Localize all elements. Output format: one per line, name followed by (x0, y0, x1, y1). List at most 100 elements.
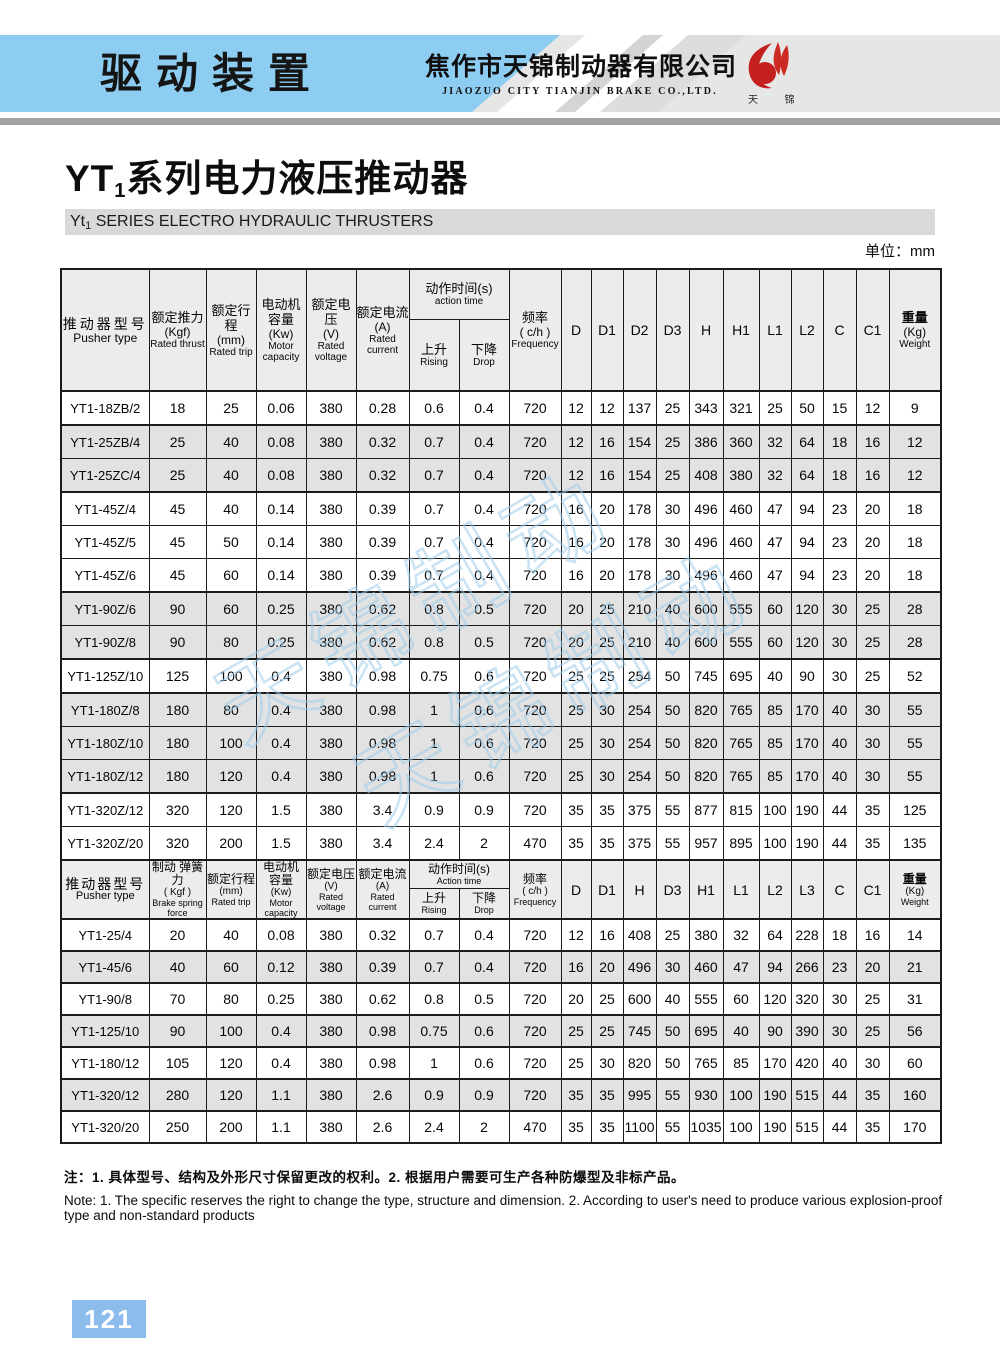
value-cell: 0.5 (458, 982, 510, 1016)
value-cell: 30 (855, 759, 890, 794)
value-cell: 18 (822, 458, 857, 493)
value-cell: 90 (148, 625, 207, 660)
value-cell: 0.14 (255, 491, 307, 526)
value-cell: 745 (688, 658, 724, 694)
col-header-D1: D1 (590, 268, 624, 392)
value-cell: 170 (790, 759, 824, 794)
col-header-H1: H1 (722, 268, 760, 392)
model-cell: YT1-90Z/8 (60, 625, 150, 660)
value-cell: 695 (722, 658, 760, 694)
value-cell: 0.6 (408, 390, 460, 426)
value-cell: 60 (205, 591, 257, 626)
value-cell: 154 (622, 424, 657, 459)
table2-header: 推动器型号 Pusher type 制动 弹簧力 ( Kgf ) Brake s… (60, 858, 942, 920)
company-logo: 天 锦 (738, 41, 804, 109)
value-cell: 3.4 (355, 792, 410, 827)
col-header-frequency: 频率 ( c/h ) Frequency (508, 859, 562, 920)
value-cell: 55 (655, 826, 690, 861)
value-cell: 30 (655, 950, 690, 984)
value-cell: 180 (148, 726, 207, 760)
logo-caption: 天 锦 (748, 95, 807, 106)
value-cell: 0.98 (355, 692, 410, 727)
model-cell: YT1-125Z/10 (60, 658, 150, 694)
value-cell: 31 (888, 982, 942, 1016)
value-cell: 30 (822, 591, 857, 626)
table-row: YT1-45Z/6 45 60 0.14 380 0.39 0.7 0.4 720 16 20 178… (60, 558, 942, 593)
value-cell: 0.4 (255, 658, 307, 694)
value-cell: 12 (888, 458, 942, 493)
value-cell: 515 (790, 1110, 824, 1144)
value-cell: 0.9 (408, 792, 460, 827)
table-row: YT1-180Z/8 180 80 0.4 380 0.98 1 0.6 720 25 30 254 5… (60, 692, 942, 727)
value-cell: 9 (888, 390, 942, 426)
value-cell: 765 (688, 1046, 724, 1080)
value-cell: 120 (205, 792, 257, 827)
value-cell: 2 (458, 826, 510, 861)
value-cell: 55 (888, 726, 942, 760)
value-cell: 20 (590, 491, 624, 526)
value-cell: 25 (855, 625, 890, 660)
col-header-motor: 电动机 容量 (Kw) Motor capacity (255, 859, 307, 920)
value-cell: 0.6 (458, 692, 510, 727)
value-cell: 100 (205, 726, 257, 760)
value-cell: 0.7 (408, 950, 460, 984)
value-cell: 380 (305, 982, 357, 1016)
value-cell: 380 (305, 1110, 357, 1144)
value-cell: 390 (790, 1014, 824, 1048)
value-cell: 765 (722, 726, 760, 760)
value-cell: 380 (722, 458, 760, 493)
value-cell: 1035 (688, 1110, 724, 1144)
value-cell: 2.6 (355, 1078, 410, 1112)
value-cell: 720 (508, 759, 562, 794)
col-header-L2: L2 (790, 268, 824, 392)
value-cell: 90 (758, 1014, 792, 1048)
value-cell: 720 (508, 491, 562, 526)
value-cell: 16 (590, 458, 624, 493)
logo-swirl-icon (748, 42, 789, 89)
value-cell: 30 (590, 759, 624, 794)
value-cell: 254 (622, 692, 657, 727)
value-cell: 25 (655, 458, 690, 493)
value-cell: 0.4 (458, 558, 510, 593)
value-cell: 820 (688, 759, 724, 794)
value-cell: 380 (305, 726, 357, 760)
value-cell: 0.25 (255, 625, 307, 660)
value-cell: 320 (148, 792, 207, 827)
value-cell: 35 (855, 826, 890, 861)
value-cell: 50 (655, 1014, 690, 1048)
value-cell: 85 (758, 759, 792, 794)
col-header-model: 推动器型号 Pusher type (60, 859, 150, 920)
col-header-H: H (622, 859, 657, 920)
value-cell: 190 (790, 792, 824, 827)
value-cell: 2.4 (408, 826, 460, 861)
value-cell: 0.5 (458, 625, 510, 660)
value-cell: 23 (822, 950, 857, 984)
value-cell: 380 (305, 591, 357, 626)
page-subtitle: Yt1 SERIES ELECTRO HYDRAULIC THRUSTERS (65, 209, 935, 235)
value-cell: 600 (688, 625, 724, 660)
value-cell: 720 (508, 625, 562, 660)
value-cell: 20 (855, 525, 890, 559)
value-cell: 12 (560, 424, 592, 459)
value-cell: 190 (790, 826, 824, 861)
value-cell: 408 (622, 918, 657, 952)
value-cell: 380 (688, 918, 724, 952)
table-row: YT1-18ZB/2 18 25 0.06 380 0.28 0.6 0.4 720 12 12 13… (60, 390, 942, 426)
value-cell: 55 (888, 759, 942, 794)
model-cell: YT1-180Z/12 (60, 759, 150, 794)
value-cell: 0.7 (408, 558, 460, 593)
value-cell: 20 (855, 491, 890, 526)
value-cell: 120 (205, 1078, 257, 1112)
value-cell: 0.98 (355, 658, 410, 694)
col-header-frequency: 频率 ( c/h ) Frequency (508, 268, 562, 392)
value-cell: 380 (305, 658, 357, 694)
model-cell: YT1-90/8 (60, 982, 150, 1016)
col-header-model: 推动器型号 Pusher type (60, 268, 150, 392)
value-cell: 94 (790, 491, 824, 526)
value-cell: 0.14 (255, 558, 307, 593)
value-cell: 16 (560, 491, 592, 526)
value-cell: 0.39 (355, 950, 410, 984)
value-cell: 25 (855, 591, 890, 626)
col-header-action-time: 动作时间(s) Action time (408, 858, 510, 889)
col-header-L3: L3 (790, 859, 824, 920)
